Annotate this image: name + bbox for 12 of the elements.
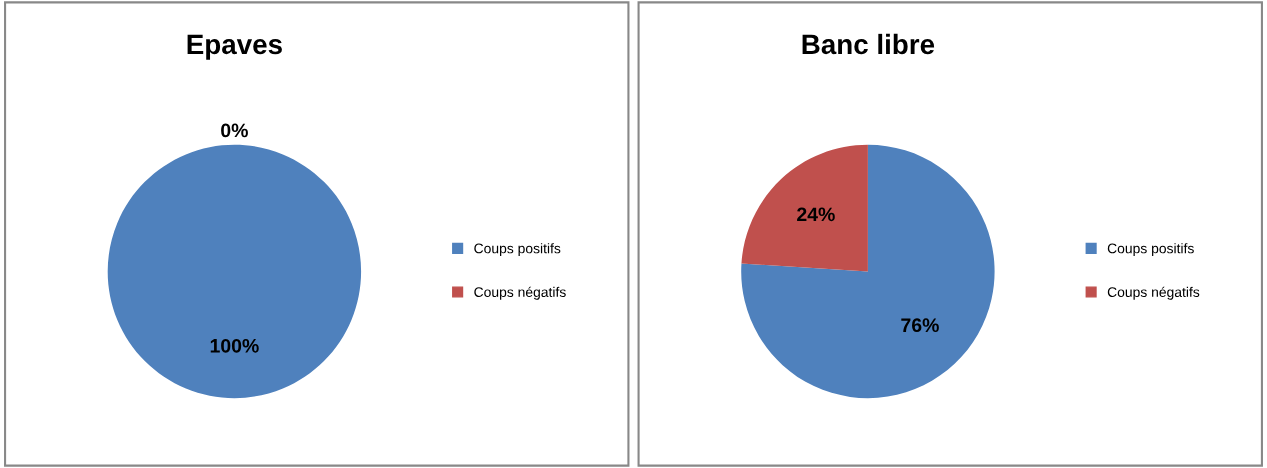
pie-slice [741,144,868,272]
legend-label: Coups négatifs [1107,286,1200,300]
text: 0% [221,123,248,138]
legend-label: Coups négatifs [474,286,566,300]
legend-label: Coups positifs [474,243,561,257]
chart-title: Epaves [187,34,282,60]
legend-label: Coups positifs [1107,243,1194,257]
data-label: 24% [797,207,835,222]
chart-title: Banc libre [802,33,935,55]
data-label: 100% [210,338,259,353]
pie-slice [741,144,995,399]
data-label: 76% [901,318,939,333]
